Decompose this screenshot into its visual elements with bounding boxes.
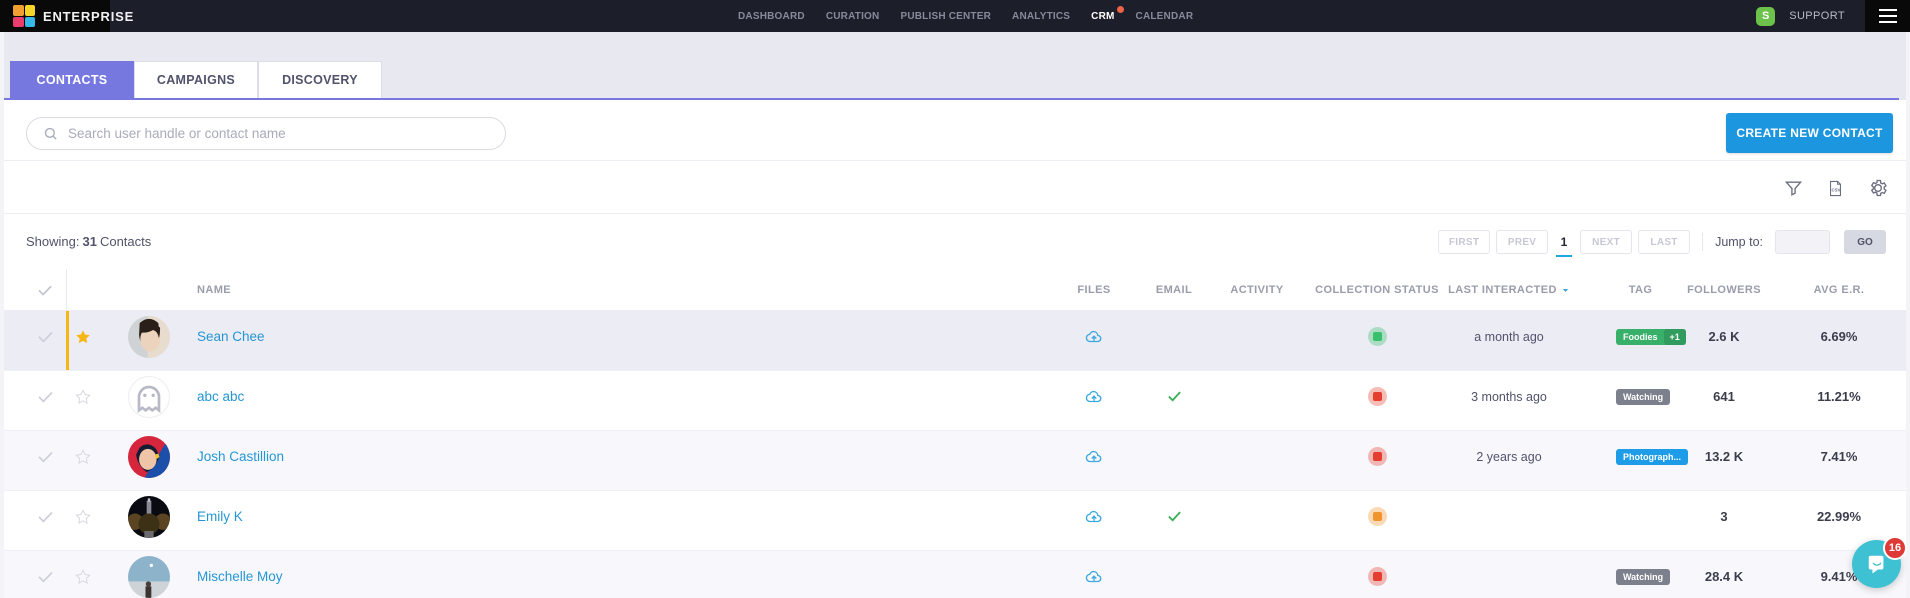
svg-text:CSV: CSV — [1831, 187, 1840, 192]
